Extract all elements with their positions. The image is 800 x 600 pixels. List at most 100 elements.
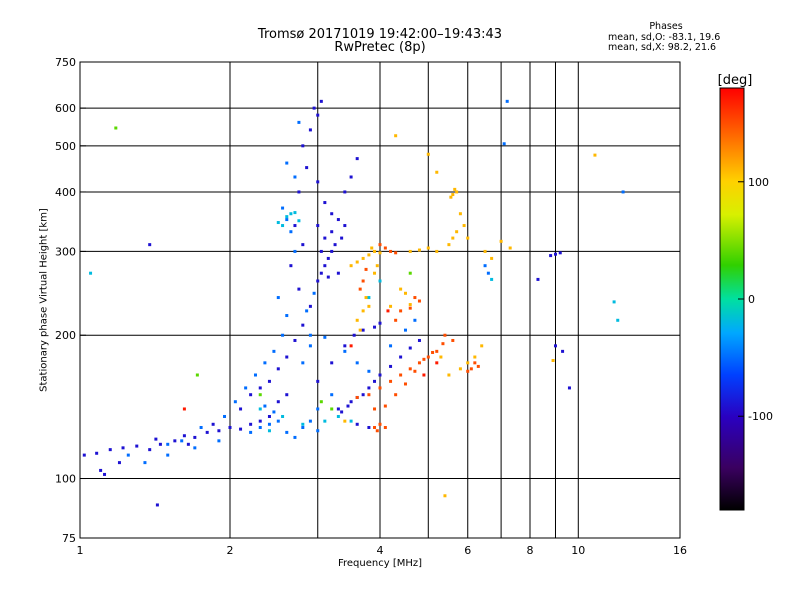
data-point: [549, 254, 553, 258]
data-point: [285, 314, 289, 318]
phase-info-o: mean, sd,O: -83.1, 19.6: [608, 31, 721, 43]
data-point: [435, 349, 439, 353]
data-point: [447, 373, 451, 377]
data-point: [355, 422, 359, 426]
data-point: [158, 442, 162, 446]
data-point: [239, 427, 243, 431]
data-point: [121, 446, 125, 450]
data-point: [293, 175, 297, 179]
data-point: [453, 187, 457, 191]
data-point: [285, 430, 289, 434]
data-point: [458, 212, 462, 216]
data-point: [316, 279, 320, 283]
data-point: [199, 425, 203, 429]
data-point: [316, 180, 320, 184]
data-point: [417, 248, 421, 252]
data-point: [285, 393, 289, 397]
data-point: [258, 425, 262, 429]
y-tick-label: 300: [55, 245, 76, 258]
data-point: [217, 439, 221, 443]
data-point: [551, 358, 555, 362]
data-point: [355, 318, 359, 322]
data-point: [553, 344, 557, 348]
data-point: [373, 407, 377, 411]
data-point: [267, 422, 271, 426]
data-point: [373, 425, 377, 429]
data-point: [408, 367, 412, 371]
data-point: [330, 393, 334, 397]
data-point: [349, 400, 353, 404]
data-point: [223, 414, 227, 418]
data-point: [244, 386, 248, 390]
data-point: [403, 291, 407, 295]
data-point: [281, 206, 285, 210]
data-point: [441, 342, 445, 346]
data-point: [383, 404, 387, 408]
data-point: [301, 144, 305, 148]
data-point: [476, 364, 480, 368]
data-point: [297, 120, 301, 124]
data-point: [103, 472, 107, 476]
colorbar-tick-label: -100: [748, 410, 773, 423]
data-point: [267, 379, 271, 383]
data-point: [258, 393, 262, 397]
data-point: [383, 246, 387, 250]
data-point: [289, 264, 293, 268]
data-point: [281, 333, 285, 337]
data-point: [285, 218, 289, 222]
data-point: [375, 429, 379, 433]
data-point: [217, 429, 221, 433]
data-point: [490, 277, 494, 281]
data-point: [305, 309, 309, 313]
data-point: [108, 448, 112, 452]
data-point: [323, 335, 327, 339]
data-point: [305, 166, 309, 170]
data-point: [330, 212, 334, 216]
data-point: [413, 369, 417, 373]
data-point: [308, 304, 312, 308]
data-point: [289, 230, 293, 234]
data-point: [422, 357, 426, 361]
data-point: [367, 304, 371, 308]
data-point: [301, 361, 305, 365]
data-point: [413, 296, 417, 300]
data-point: [455, 190, 459, 194]
data-point: [289, 212, 293, 216]
data-point: [340, 236, 344, 240]
data-point: [378, 243, 382, 247]
data-point: [483, 264, 487, 268]
data-point: [148, 243, 152, 247]
data-point: [267, 429, 271, 433]
data-point: [336, 271, 340, 275]
data-point: [378, 386, 382, 390]
data-point: [435, 249, 439, 253]
data-point: [508, 246, 512, 250]
data-point: [361, 279, 365, 283]
data-point: [281, 414, 285, 418]
data-point: [336, 407, 340, 411]
data-point: [431, 350, 435, 354]
data-point: [499, 239, 503, 243]
data-point: [417, 338, 421, 342]
x-tick-label: 16: [673, 544, 687, 557]
data-point: [166, 442, 170, 446]
data-point: [394, 251, 398, 255]
data-point: [312, 291, 316, 295]
data-point: [417, 361, 421, 365]
data-point: [330, 249, 334, 253]
data-point: [233, 400, 237, 404]
data-point: [95, 451, 99, 455]
data-point: [449, 195, 453, 199]
data-point: [486, 271, 490, 275]
x-tick-label: 8: [527, 544, 534, 557]
data-point: [312, 106, 316, 110]
x-tick-label: 6: [464, 544, 471, 557]
data-point: [383, 425, 387, 429]
data-point: [378, 422, 382, 426]
data-point: [173, 439, 177, 443]
data-point: [553, 252, 557, 256]
data-point: [276, 367, 280, 371]
data-point: [285, 161, 289, 165]
data-point: [308, 333, 312, 337]
